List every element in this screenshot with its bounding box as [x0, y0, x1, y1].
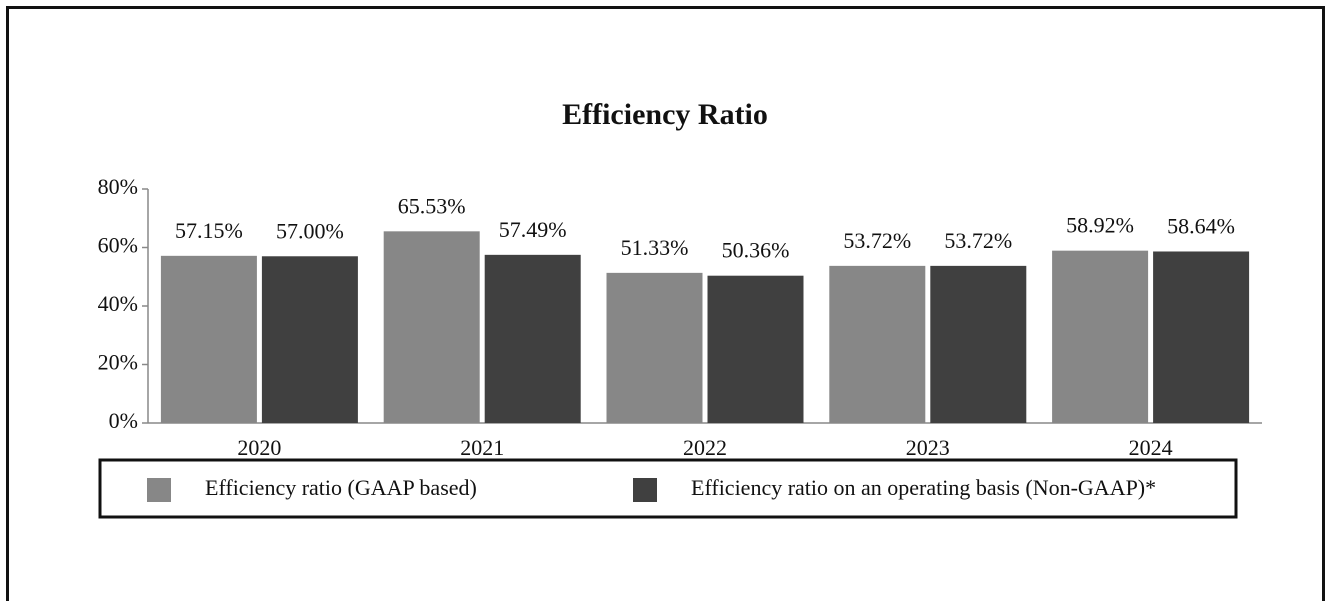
x-tick-label: 2023: [906, 435, 950, 460]
frame: [6, 6, 1325, 601]
value-label: 65.53%: [398, 193, 466, 218]
bar: [930, 265, 1027, 423]
bar: [1052, 250, 1149, 423]
bar: [383, 231, 480, 423]
legend-swatch: [147, 478, 171, 502]
value-label: 57.00%: [276, 218, 344, 243]
x-tick-label: 2021: [460, 435, 504, 460]
bar: [484, 254, 581, 423]
bar: [829, 265, 926, 423]
value-label: 57.49%: [499, 217, 567, 242]
value-label: 50.36%: [722, 238, 790, 263]
value-label: 51.33%: [621, 235, 689, 260]
value-label: 58.64%: [1167, 214, 1235, 239]
value-label: 58.92%: [1066, 213, 1134, 238]
bar: [707, 275, 804, 423]
bar: [606, 272, 703, 423]
y-tick-label: 60%: [98, 233, 138, 258]
bar: [261, 256, 358, 423]
value-label: 53.72%: [843, 228, 911, 253]
legend-label: Efficiency ratio (GAAP based): [205, 475, 477, 500]
y-tick-label: 80%: [98, 174, 138, 199]
chart-title: Efficiency Ratio: [562, 98, 768, 131]
value-label: 53.72%: [944, 228, 1012, 253]
bar: [160, 255, 257, 423]
y-tick-label: 40%: [98, 291, 138, 316]
x-tick-label: 2022: [683, 435, 727, 460]
value-label: 57.15%: [175, 218, 243, 243]
bar: [1153, 251, 1250, 423]
legend-label: Efficiency ratio on an operating basis (…: [691, 475, 1156, 500]
legend-swatch: [633, 478, 657, 502]
x-tick-label: 2020: [237, 435, 281, 460]
x-tick-label: 2024: [1129, 435, 1173, 460]
y-tick-label: 20%: [98, 350, 138, 375]
y-tick-label: 0%: [109, 408, 138, 433]
legend-box: [98, 458, 1238, 519]
